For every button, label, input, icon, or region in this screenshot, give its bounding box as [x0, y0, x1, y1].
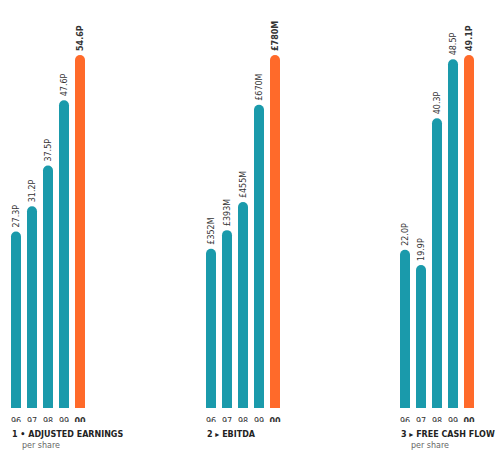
svg-text:97: 97: [222, 417, 232, 422]
svg-text:47.6P: 47.6P: [60, 73, 69, 96]
html-text:2 ▸ EBITDA: 2 ▸ EBITDA: [207, 430, 255, 439]
svg-text:£352M: £352M: [207, 217, 216, 244]
svg-text:19.9P: 19.9P: [417, 238, 426, 261]
svg-text:96: 96: [400, 417, 410, 422]
svg-text:£393M: £393M: [223, 199, 232, 226]
svg-text:£455M: £455M: [239, 171, 248, 198]
svg-text:98: 98: [432, 417, 442, 422]
html-text:per share: per share: [22, 441, 60, 450]
svg-text:99: 99: [448, 417, 458, 422]
html-text:1 • ADJUSTED EARNINGS: 1 • ADJUSTED EARNINGS: [12, 430, 124, 439]
svg-text:00: 00: [74, 417, 86, 422]
svg-text:37.5P: 37.5P: [44, 139, 53, 162]
svg-text:40.3P: 40.3P: [433, 91, 442, 114]
svg-text:48.5P: 48.5P: [449, 33, 458, 56]
svg-text:22.0P: 22.0P: [401, 223, 410, 246]
svg-text:31.2P: 31.2P: [28, 179, 37, 202]
svg-text:99: 99: [254, 417, 264, 422]
svg-text:00: 00: [269, 417, 281, 422]
svg-text:96: 96: [11, 417, 21, 422]
svg-text:00: 00: [463, 417, 475, 422]
html-text:3 ▸ FREE CASH FLOW: 3 ▸ FREE CASH FLOW: [401, 430, 495, 439]
svg-text:97: 97: [27, 417, 37, 422]
svg-text:99: 99: [59, 417, 69, 422]
svg-text:27.3P: 27.3P: [12, 205, 21, 228]
svg-text:98: 98: [43, 417, 53, 422]
svg-text:£670M: £670M: [255, 73, 264, 100]
svg-text:96: 96: [206, 417, 216, 422]
svg-text:98: 98: [238, 417, 248, 422]
svg-text:54.6P: 54.6P: [76, 25, 85, 51]
html-text:per share: per share: [411, 441, 449, 450]
svg-text:97: 97: [416, 417, 426, 422]
svg-text:49.1P: 49.1P: [465, 25, 474, 51]
svg-text:£780M: £780M: [271, 21, 280, 51]
